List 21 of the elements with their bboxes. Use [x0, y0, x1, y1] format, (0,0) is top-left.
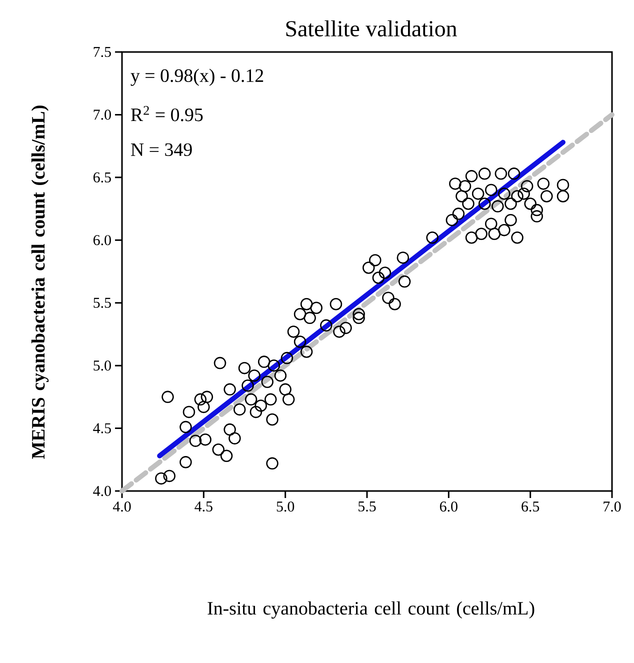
annotation: R$^{2}$ = 0.95 [130, 106, 203, 122]
x-tick-label: 5.5 [358, 501, 376, 512]
y-tick-label: 7.0 [94, 110, 111, 120]
x-tick-label: 4.0 [112, 501, 131, 512]
x-tick-label: 7.0 [604, 501, 621, 512]
x-tick-label: 4.5 [194, 502, 212, 512]
x-tick-label: 5.0 [276, 501, 294, 512]
y-tick-label: 5.5 [94, 298, 111, 308]
annotation: y = 0.98(x) - 0.12 [130, 68, 264, 86]
y-tick-label: 6.5 [93, 172, 111, 182]
y-tick-label: 4.0 [93, 486, 111, 496]
y-tick-label: 7.5 [94, 47, 111, 57]
y-tick-label: 5.0 [94, 360, 111, 371]
x-tick-label: 6.5 [522, 501, 540, 512]
annotation: N = 349 [130, 143, 192, 156]
chart-title: Satellite validation [286, 20, 457, 36]
y-tick-label: 6.0 [93, 235, 111, 246]
y-tick-label: 4.5 [93, 423, 111, 434]
x-axis-title: In-situ cyanobacteria cell count (cells/mL) [208, 601, 534, 619]
x-tick-label: 6.0 [440, 501, 458, 512]
y-axis-title: MERIS cyanobacteria cell count (cells/mL) [31, 106, 49, 459]
